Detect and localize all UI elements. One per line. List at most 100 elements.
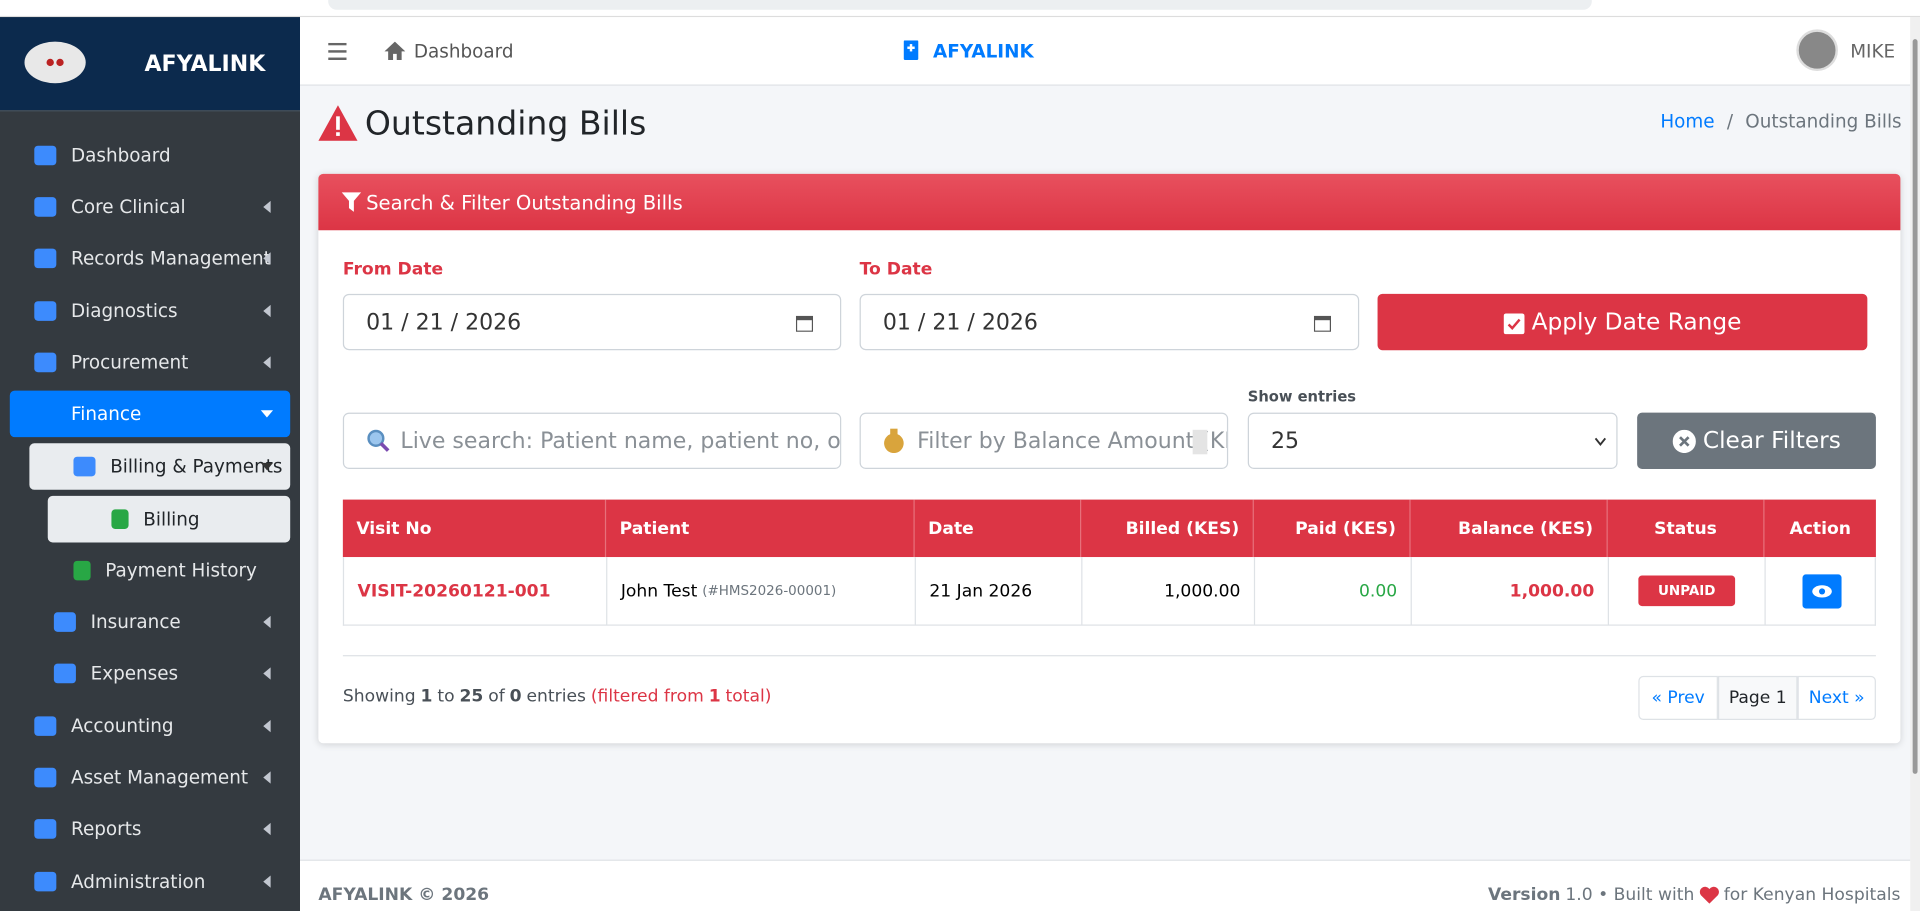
menu-item[interactable]: Finance <box>9 390 291 438</box>
field-label: From Date <box>342 259 444 280</box>
balance-input[interactable]: Filter by Balance Amount (KES) <box>859 412 1229 469</box>
heart-icon <box>1699 886 1719 904</box>
menu-item[interactable]: Procurement <box>10 339 290 386</box>
summary-text: 25 <box>459 686 484 707</box>
next-button[interactable]: Next » <box>1797 675 1876 721</box>
caret <box>263 720 271 733</box>
caret <box>263 252 271 265</box>
menu-toggle[interactable] <box>328 42 347 61</box>
summary: Showing 1 to 25 of 0 entries (filtered from 1 tot… <box>343 687 772 707</box>
cell: 21 Jan 2026 <box>916 557 1083 625</box>
caret <box>260 410 274 418</box>
menu-item[interactable]: Core Clinical <box>10 184 290 231</box>
menu-item[interactable]: Asset Management <box>10 754 290 801</box>
topbar-brand: AFYALINK <box>933 40 1034 63</box>
logo <box>24 41 86 84</box>
menu-item[interactable]: Insurance <box>10 599 290 646</box>
breadcrumb-separator: / <box>1726 110 1734 133</box>
caret <box>263 356 271 369</box>
brand-text: AFYALINK <box>144 51 266 78</box>
page-title: Outstanding Bills <box>364 105 647 144</box>
breadcrumb-current: Outstanding Bills <box>1745 110 1902 133</box>
prev-button[interactable]: « Prev <box>1638 675 1718 721</box>
caret <box>263 200 271 214</box>
menu-item[interactable]: Payment History <box>10 547 290 594</box>
menu-icon <box>34 871 57 892</box>
menu-item[interactable]: Billing & Payments <box>29 443 291 490</box>
patient-name: John Test <box>620 581 698 601</box>
placeholder: Live search: Patient name, patient no, o… <box>400 427 841 454</box>
menu-icon <box>34 145 57 166</box>
date-input[interactable]: 01 / 21 / 2026 <box>342 293 842 351</box>
brand[interactable]: AFYALINK <box>0 17 301 112</box>
menu-icon <box>53 612 76 632</box>
breadcrumb-link[interactable]: Home <box>1660 110 1715 133</box>
menu-label: Insurance <box>90 611 181 634</box>
menu-item[interactable]: Expenses <box>10 650 290 697</box>
menu-icon <box>73 560 91 581</box>
user-name[interactable]: MIKE <box>1850 40 1896 63</box>
menu-icon <box>34 352 57 373</box>
date-value: 01 / 21 / 2026 <box>366 309 522 335</box>
menu-label: Asset Management <box>71 766 249 789</box>
select-value: 25 <box>1271 427 1300 454</box>
clear-button[interactable]: Clear Filters <box>1637 412 1876 469</box>
scrollbar[interactable] <box>1910 17 1920 911</box>
warning-icon <box>318 105 358 141</box>
view-button[interactable] <box>1801 573 1842 608</box>
version: 1.0 • Built with <box>1565 885 1695 905</box>
menu-label: Finance <box>71 402 142 425</box>
page-indicator: Page 1 <box>1717 675 1798 721</box>
menu-item[interactable]: Diagnostics <box>10 288 290 335</box>
summary-text: entries <box>526 686 586 707</box>
menu-icon <box>73 456 96 477</box>
footer-text: for Kenyan Hospitals <box>1723 885 1901 905</box>
footer-right: Version 1.0 • Built with for Kenyan Hospi… <box>1488 885 1900 905</box>
footer: AFYALINK © 2026 Version 1.0 • Built with … <box>300 859 1911 911</box>
date-value: 01 / 21 / 2026 <box>882 309 1038 335</box>
column-header: Action <box>1789 518 1851 539</box>
menu-item[interactable]: Administration <box>10 858 290 905</box>
menu-item[interactable]: Dashboard <box>10 132 290 179</box>
menu-item[interactable]: Accounting <box>10 703 290 750</box>
menu-label: Billing & Payments <box>110 455 283 478</box>
entries-select[interactable]: 25 <box>1247 412 1618 469</box>
cell: 1,000.00 <box>1412 557 1609 625</box>
field-label: To Date <box>859 259 933 280</box>
button-text: Clear Filters <box>1702 427 1841 455</box>
menu-label: Procurement <box>71 351 189 374</box>
summary-text: to <box>437 686 455 707</box>
hospital-icon <box>903 40 919 61</box>
status-badge: UNPAID <box>1638 575 1736 607</box>
cell: 1,000.00 <box>1082 557 1256 625</box>
caret <box>263 822 271 836</box>
column-header: Billed (KES) <box>1081 499 1254 558</box>
menu-label: Reports <box>71 817 142 841</box>
menu-item[interactable]: Billing <box>47 495 291 543</box>
menu-item[interactable]: Reports <box>10 806 290 853</box>
visit-link[interactable]: VISIT-20260121-001 <box>344 557 608 625</box>
cell: UNPAID <box>1609 557 1766 625</box>
apply-button[interactable]: Apply Date Range <box>1377 293 1868 351</box>
summary-text: 1 <box>420 686 433 707</box>
topbar-link[interactable]: Dashboard <box>413 40 514 63</box>
menu-icon <box>34 767 57 788</box>
date-input[interactable]: 01 / 21 / 2026 <box>859 293 1360 351</box>
menu-icon <box>34 819 57 839</box>
card-title: Search & Filter Outstanding Bills <box>366 190 683 214</box>
menu-item[interactable]: Records Management <box>10 235 290 282</box>
search-input[interactable]: Live search: Patient name, patient no, o… <box>342 412 842 469</box>
menu-icon <box>111 509 129 529</box>
menu-icon <box>34 716 57 736</box>
summary-text: 0 <box>509 686 522 707</box>
menu-label: Billing <box>143 508 200 531</box>
column-header: Visit No <box>343 499 607 558</box>
avatar[interactable] <box>1796 29 1838 72</box>
summary-text: total) <box>725 686 772 707</box>
summary-text: of <box>488 686 505 707</box>
caret <box>263 875 271 888</box>
menu-label: Records Management <box>71 247 271 270</box>
summary-text: (filtered from <box>590 686 704 707</box>
